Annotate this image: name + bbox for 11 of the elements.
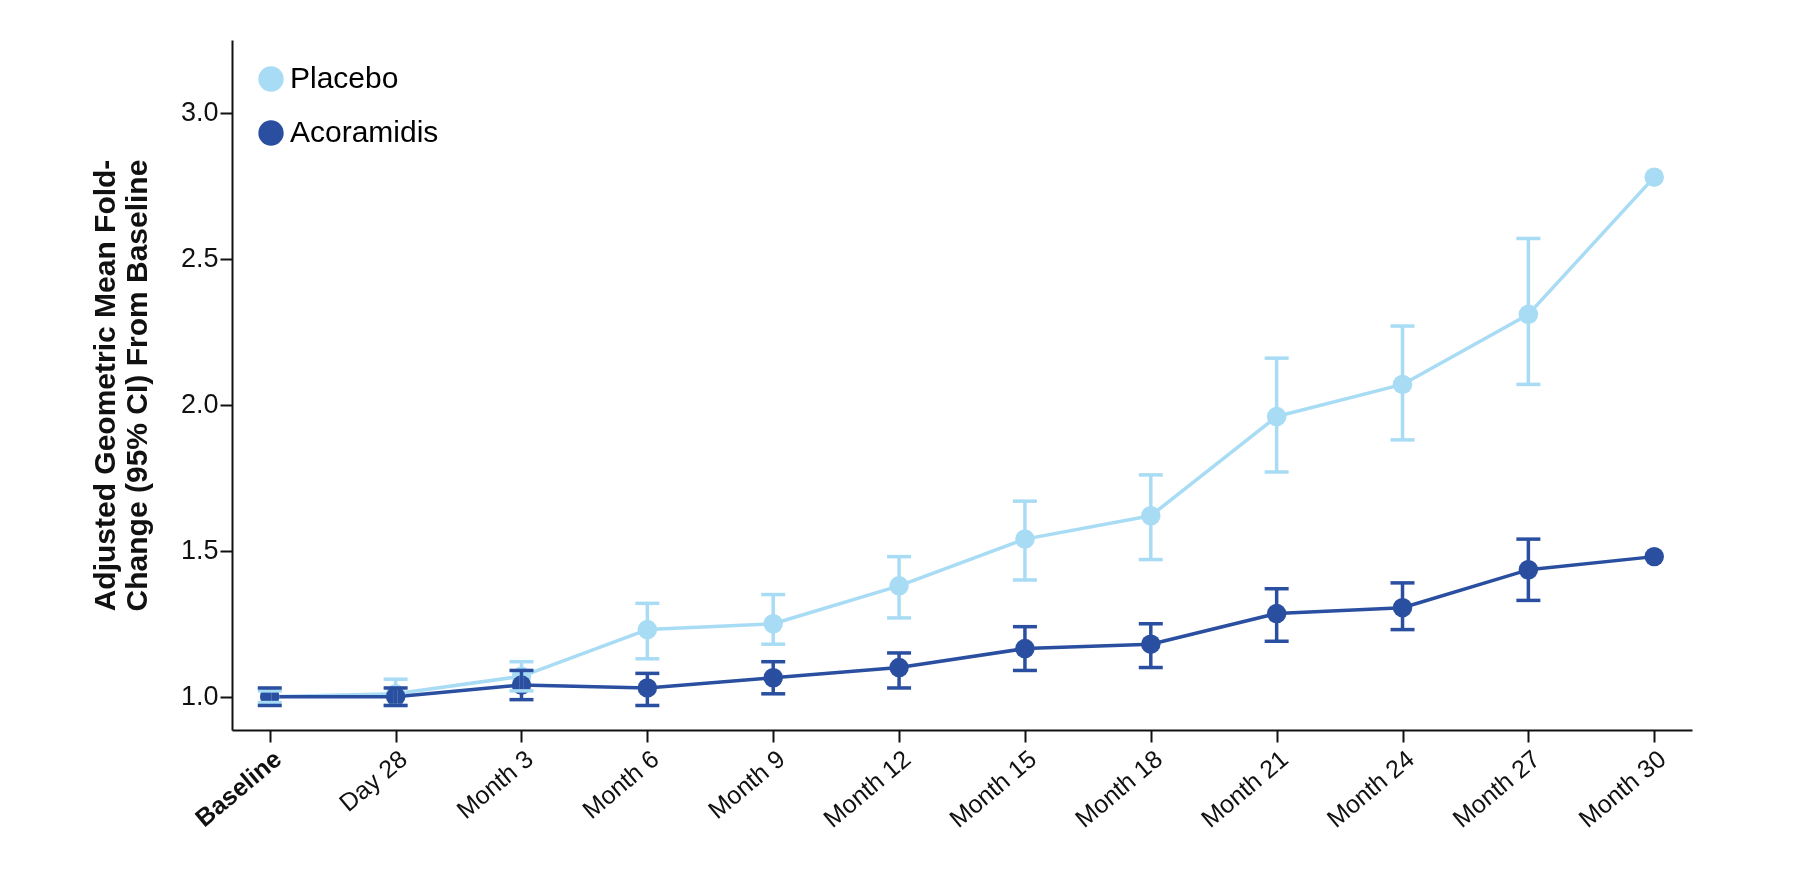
- x-tick-label: Day 28: [333, 744, 413, 817]
- legend-label: Placebo: [290, 61, 399, 94]
- y-tick-label: 3.0: [180, 97, 219, 128]
- y-tick-label: 2.5: [180, 243, 219, 274]
- y-tick-label: 1.0: [180, 681, 219, 712]
- point: [1644, 546, 1664, 567]
- legend-label: Acoramidis: [290, 115, 439, 148]
- y-tick-label: 1.5: [180, 535, 219, 566]
- point: [1644, 167, 1664, 187]
- y-tick-label: 2.0: [180, 389, 219, 420]
- y-axis-title: Adjusted Geometric Mean Fold-Change (95% CI) From Baseline: [87, 159, 153, 612]
